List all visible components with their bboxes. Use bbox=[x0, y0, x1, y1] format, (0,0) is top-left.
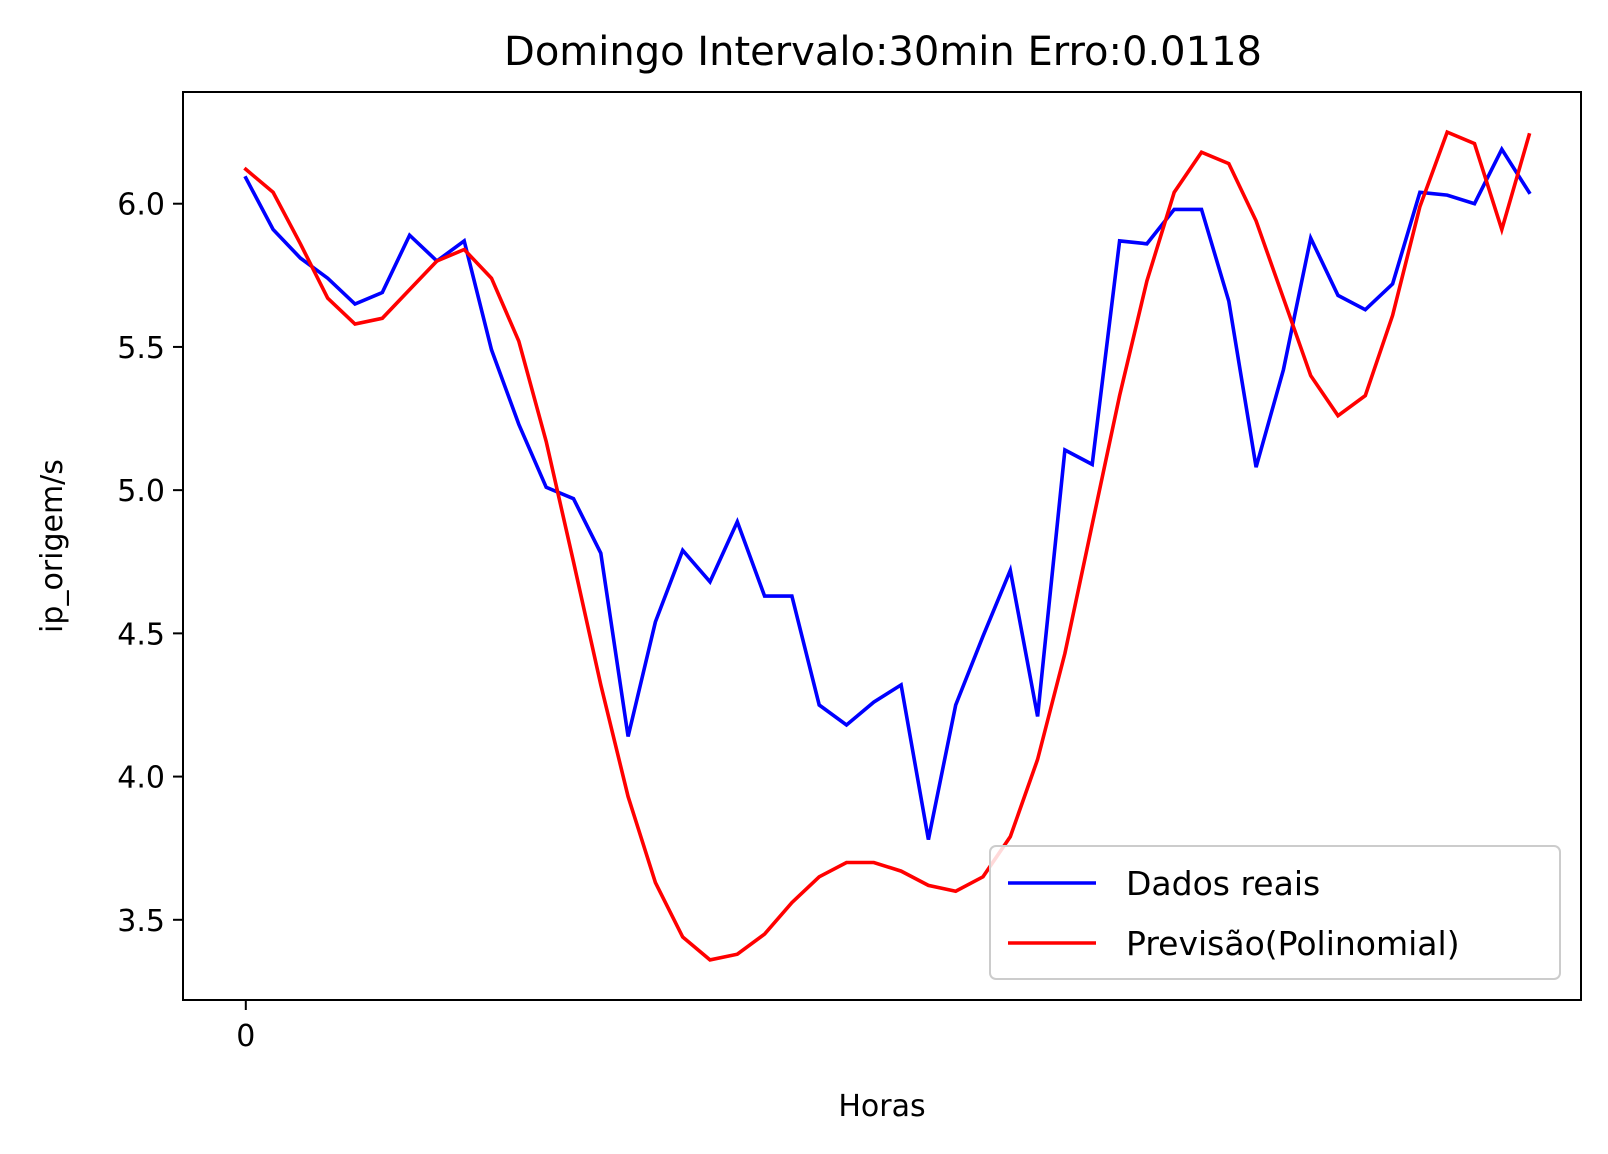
y-tick-label: 4.5 bbox=[117, 617, 165, 652]
y-tick-label: 5.0 bbox=[117, 474, 165, 509]
legend-box bbox=[989, 845, 1561, 980]
y-tick-label: 3.5 bbox=[117, 904, 165, 939]
plot-area bbox=[243, 129, 1532, 962]
y-tick-label: 6.0 bbox=[117, 188, 165, 223]
plot-frame bbox=[182, 91, 1582, 1001]
legend-label: Dados reais bbox=[1126, 864, 1320, 903]
x-axis-label: Horas bbox=[838, 1089, 925, 1124]
legend-label: Previsão(Polinomial) bbox=[1126, 924, 1460, 963]
chart-title: Domingo Intervalo:30min Erro:0.0118 bbox=[504, 29, 1262, 75]
x-tick-label: 0 bbox=[236, 1019, 255, 1054]
series-line-dados-reais bbox=[243, 145, 1532, 840]
axes: 3.5 4.0 4.5 5.0 5.5 6.0 0 bbox=[117, 188, 255, 1054]
y-tick-label: 5.5 bbox=[117, 331, 165, 366]
y-axis-label: ip_origem/s bbox=[35, 459, 70, 633]
y-tick-label: 4.0 bbox=[117, 761, 165, 796]
series-line-previsao-polinomial bbox=[243, 129, 1532, 962]
legend: Dados reais Previsão(Polinomial) bbox=[989, 845, 1561, 980]
